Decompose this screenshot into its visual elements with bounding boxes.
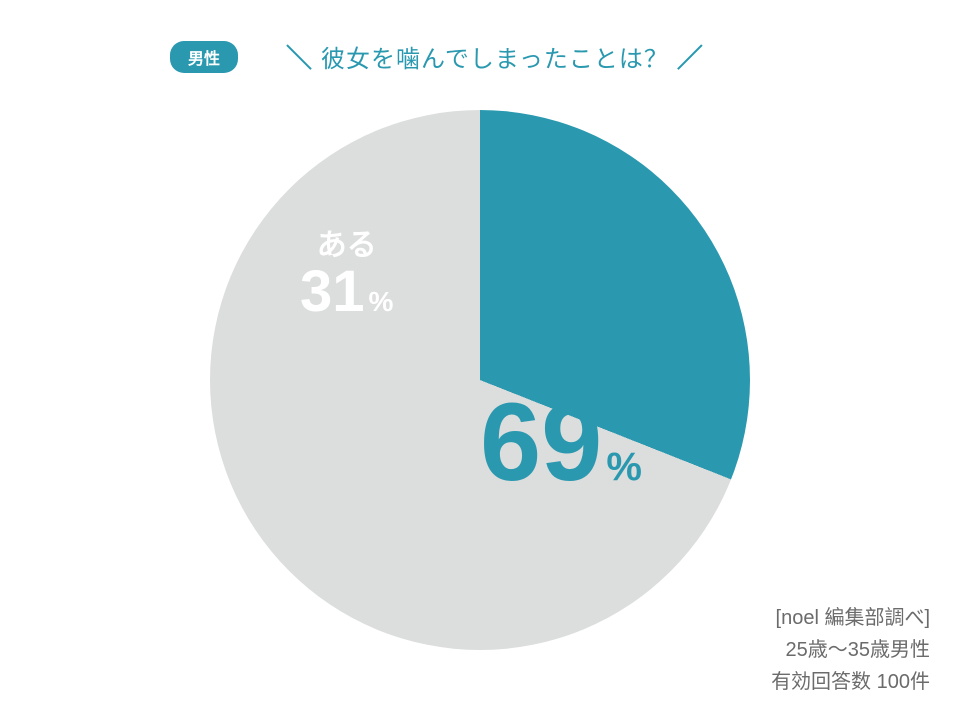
slash-right: ／ (677, 38, 704, 75)
question-title: 彼女を噛んでしまったことは？ (321, 39, 669, 74)
footer-notes: [noel 編集部調べ]25歳〜35歳男性有効回答数 100件 (771, 602, 930, 698)
pie-chart: ある31%ない69% (210, 110, 750, 650)
slice-name: ある (300, 230, 393, 262)
slice-value: 69 (480, 385, 602, 501)
title-wrap: ＼ 彼女を噛んでしまったことは？ ／ (278, 38, 712, 75)
header: 男性 ＼ 彼女を噛んでしまったことは？ ／ (170, 38, 712, 75)
slash-left: ＼ (286, 38, 313, 75)
footer-line-0: [noel 編集部調べ] (771, 602, 930, 634)
slice-label-0: ある31% (300, 230, 393, 322)
percent-symbol: % (606, 446, 642, 488)
footer-line-2: 有効回答数 100件 (771, 666, 930, 698)
slice-name: ない (480, 345, 642, 385)
slice-label-1: ない69% (480, 345, 642, 500)
gender-badge: 男性 (170, 41, 238, 73)
percent-symbol: % (369, 287, 394, 316)
slice-value: 31 (300, 262, 365, 323)
footer-line-1: 25歳〜35歳男性 (771, 634, 930, 666)
